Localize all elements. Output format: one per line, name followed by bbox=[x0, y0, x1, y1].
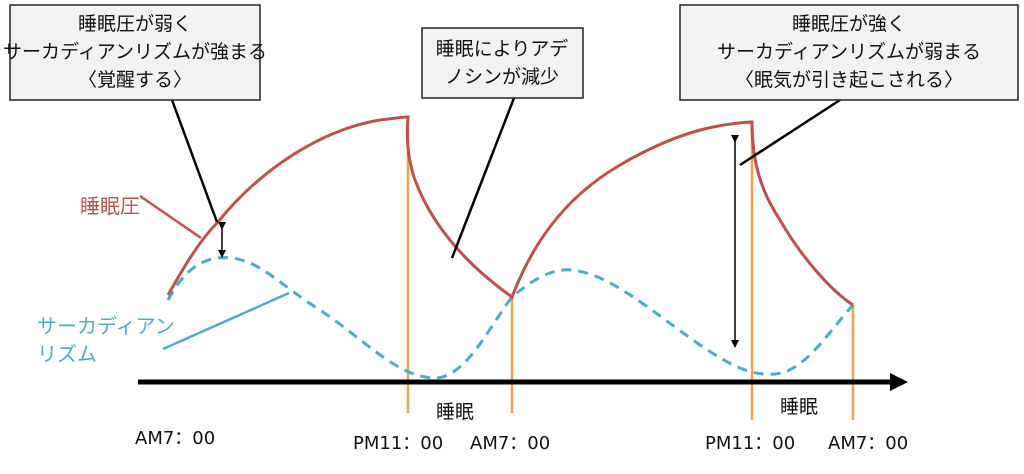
time-label: PM11：00 bbox=[705, 433, 795, 454]
callout-text: サーカディアンリズムが強まる bbox=[3, 41, 267, 63]
callout-text: 〈眠気が引き起こされる〉 bbox=[735, 69, 963, 91]
callout-text: 睡眠圧が強く bbox=[792, 13, 906, 35]
callout-text: 〈覚醒する〉 bbox=[78, 69, 192, 91]
leader-line bbox=[450, 97, 516, 259]
leader-line bbox=[739, 98, 841, 167]
time-label: AM7：00 bbox=[135, 428, 215, 449]
sleep-period-label: 睡眠 bbox=[436, 401, 474, 423]
callout-leaders bbox=[170, 97, 841, 259]
callout-adenosine: 睡眠によりアデ ノシンが減少 bbox=[421, 27, 584, 99]
sleep-pressure-leader bbox=[139, 194, 202, 240]
leader-line bbox=[170, 99, 219, 223]
circadian-rhythm-curve bbox=[166, 256, 855, 380]
callout-strong-pressure: 睡眠圧が強く サーカディアンリズムが弱まる 〈眠気が引き起こされる〉 bbox=[679, 4, 1019, 101]
callout-text: 睡眠圧が弱く bbox=[78, 13, 192, 35]
time-label: PM11：00 bbox=[353, 433, 443, 454]
circadian-label: サーカディアン bbox=[37, 314, 175, 338]
sleep-pressure-curve bbox=[166, 115, 854, 307]
axis-arrowhead-icon bbox=[890, 373, 908, 391]
circadian-leader bbox=[162, 291, 290, 351]
circadian-label: リズム bbox=[37, 342, 97, 366]
time-label: AM7：00 bbox=[828, 433, 908, 454]
sleep-period-label: 睡眠 bbox=[780, 396, 818, 418]
callout-text: 睡眠によりアデ bbox=[436, 38, 569, 60]
sleep-pressure-label: 睡眠圧 bbox=[80, 194, 140, 218]
callout-weak-pressure: 睡眠圧が弱く サーカディアンリズムが強まる 〈覚醒する〉 bbox=[3, 4, 267, 101]
callout-text: サーカディアンリズムが弱まる bbox=[717, 41, 981, 63]
callout-text: ノシンが減少 bbox=[445, 66, 559, 88]
sleep-markers bbox=[406, 117, 855, 420]
time-label: AM7：00 bbox=[470, 433, 550, 454]
